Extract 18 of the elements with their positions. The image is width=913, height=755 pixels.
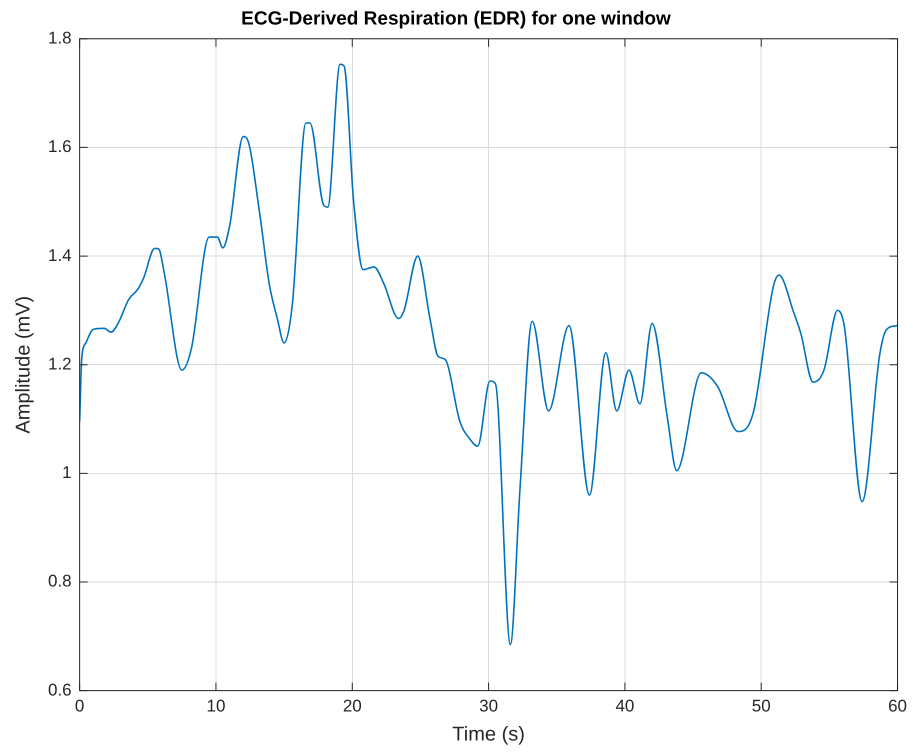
y-tick-label: 1	[62, 463, 72, 482]
x-tick-label: 40	[615, 696, 634, 716]
y-tick-label: 1.4	[48, 246, 72, 265]
y-tick-label: 0.8	[48, 572, 72, 591]
y-tick-label: 1.2	[48, 354, 72, 374]
y-tick-label: 1.6	[48, 137, 72, 156]
line-series	[80, 64, 898, 646]
x-tick-label: 30	[479, 696, 498, 716]
y-tick-label: 1.8	[48, 28, 72, 48]
chart-title: ECG-Derived Respiration (EDR) for one window	[241, 8, 672, 30]
x-tick-label: 50	[752, 696, 771, 716]
x-tick-label: 20	[342, 696, 362, 716]
x-tick-label: 60	[888, 696, 908, 716]
y-tick-label: 0.6	[48, 680, 72, 700]
y-axis-title: Amplitude (mV)	[12, 296, 35, 434]
x-tick-label: 0	[74, 696, 84, 716]
x-axis-title: Time (s)	[452, 724, 525, 746]
x-tick-label: 10	[206, 696, 226, 716]
